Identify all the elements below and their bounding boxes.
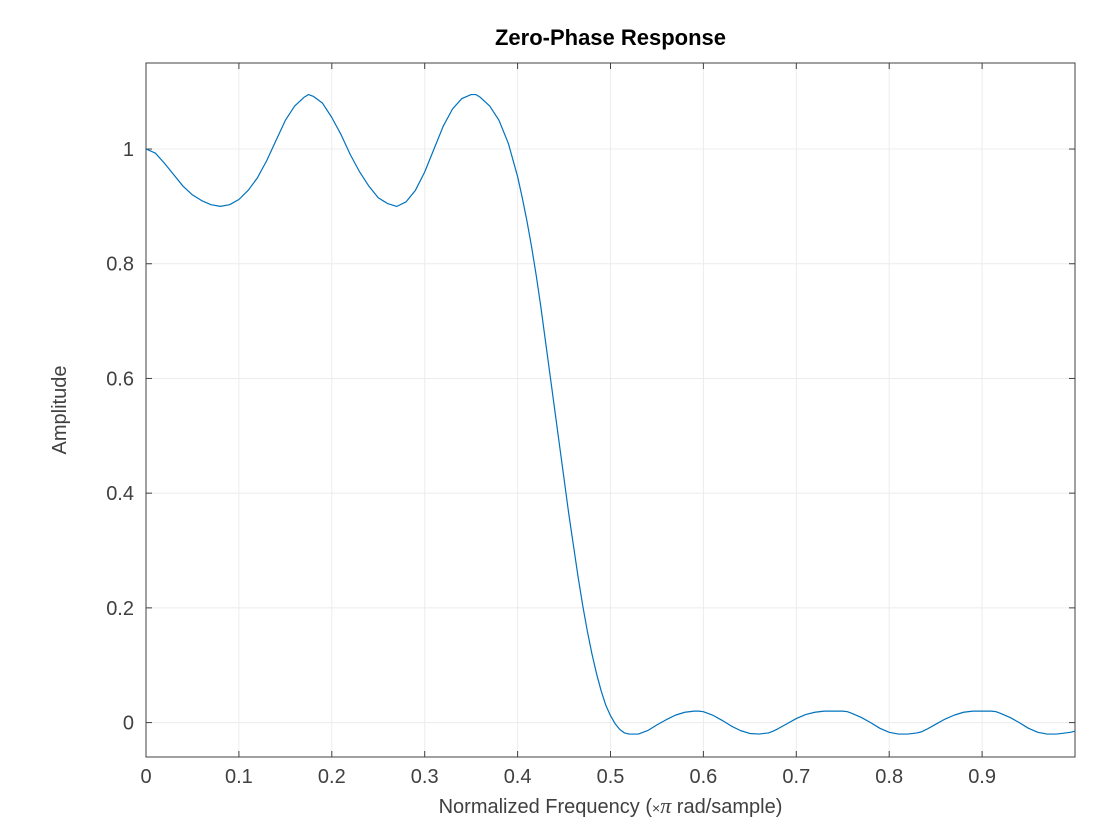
chart-svg: 00.10.20.30.40.50.60.70.80.9 00.20.40.60… — [0, 0, 1120, 840]
x-tick-label: 0.4 — [504, 766, 532, 788]
figure: 00.10.20.30.40.50.60.70.80.9 00.20.40.60… — [0, 0, 1120, 840]
x-tick-label: 0.6 — [689, 766, 717, 788]
y-tick-label: 0.2 — [106, 598, 134, 620]
times-symbol: × — [652, 800, 660, 816]
y-tick-labels: 0 0.2 0.4 0.6 0.8 1 — [106, 139, 134, 735]
x-tick-label: 0.2 — [318, 766, 346, 788]
x-tick-label: 0.8 — [875, 766, 903, 788]
y-tick-label: 1 — [123, 139, 134, 161]
x-axis-label-suffix: rad/sample) — [671, 796, 782, 818]
y-tick-label: 0.8 — [106, 254, 134, 276]
x-tick-label: 0.7 — [782, 766, 810, 788]
chart-title: Zero-Phase Response — [495, 25, 726, 50]
x-tick-label: 0.5 — [597, 766, 625, 788]
x-tick-label: 0.3 — [411, 766, 439, 788]
x-axis-label-prefix: Normalized Frequency ( — [439, 796, 653, 818]
y-tick-label: 0.4 — [106, 483, 134, 505]
y-tick-label: 0 — [123, 713, 134, 735]
x-tick-label: 0.9 — [968, 766, 996, 788]
x-tick-labels: 0 0.1 0.2 0.3 0.4 0.5 0.6 0.7 0.8 0.9 — [140, 766, 996, 788]
y-tick-label: 0.6 — [106, 368, 134, 390]
y-axis-label: Amplitude — [49, 366, 71, 455]
x-axis-label: Normalized Frequency (×π rad/sample) — [439, 793, 783, 818]
x-tick-label: 0.1 — [225, 766, 253, 788]
x-tick-label: 0 — [140, 766, 151, 788]
